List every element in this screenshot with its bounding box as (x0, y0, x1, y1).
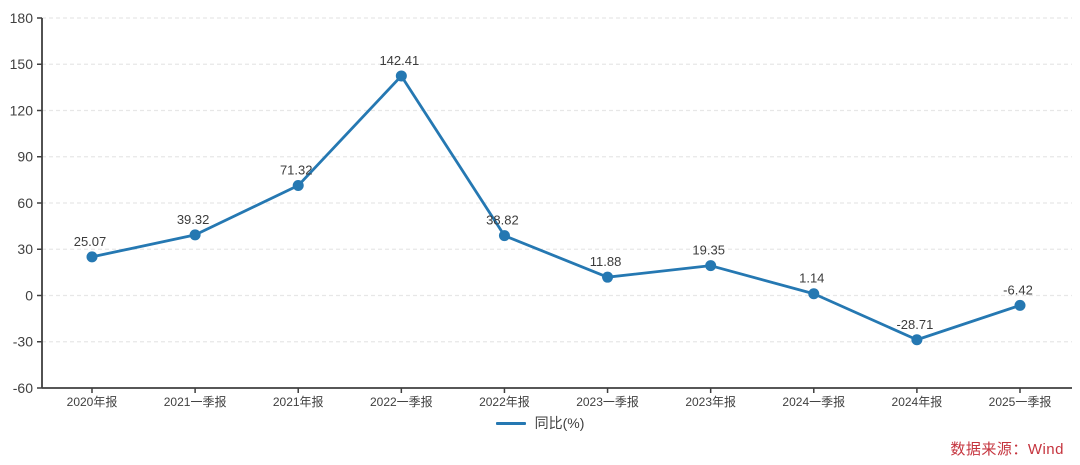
x-tick-label: 2023一季报 (576, 394, 639, 409)
y-tick-label: -30 (13, 334, 33, 350)
y-tick-label: 30 (17, 241, 33, 257)
x-tick-label: 2022一季报 (370, 394, 433, 409)
legend: 同比(%) (0, 413, 1080, 433)
data-point-label: -6.42 (1003, 282, 1033, 297)
y-tick-label: 180 (10, 10, 34, 26)
data-point-label: 38.82 (486, 213, 519, 228)
y-tick-label: 150 (10, 56, 34, 72)
x-tick-label: 2020年报 (67, 394, 118, 409)
data-point (189, 229, 201, 241)
x-tick-label: 2025一季报 (989, 394, 1052, 409)
y-tick-label: -60 (13, 380, 33, 396)
data-point-label: 71.32 (280, 163, 313, 178)
x-tick-label: 2024年报 (892, 394, 943, 409)
data-point (86, 251, 98, 263)
data-point-label: -28.71 (896, 317, 933, 332)
data-point (1014, 299, 1026, 311)
x-tick-label: 2021一季报 (164, 394, 227, 409)
data-point (911, 334, 923, 346)
legend-line-swatch (495, 421, 526, 425)
data-point-label: 142.41 (379, 53, 419, 68)
data-point-label: 19.35 (692, 243, 725, 258)
legend-label: 同比(%) (534, 415, 585, 431)
y-tick-label: 0 (25, 287, 33, 303)
x-tick-label: 2021年报 (273, 394, 324, 409)
x-tick-label: 2024一季报 (782, 394, 845, 409)
data-point (395, 70, 407, 82)
data-point (292, 180, 304, 192)
y-tick-label: 90 (17, 149, 33, 165)
x-tick-label: 2023年报 (685, 394, 736, 409)
line-chart: 180 150 120 90 60 30 0 -30 -60 2020年报 2021一季报 2021年… (10, 10, 1072, 409)
data-point-label: 1.14 (799, 271, 824, 286)
data-point (705, 260, 717, 272)
series-line (90, 74, 1022, 342)
data-point (498, 230, 510, 242)
data-point (602, 271, 614, 283)
y-tick-label: 120 (10, 102, 34, 118)
data-point (808, 288, 820, 300)
data-point-label: 11.88 (590, 254, 622, 269)
y-tick-label: 60 (17, 195, 33, 211)
x-tick-label: 2022年报 (479, 394, 530, 409)
data-source-note: 数据来源：Wind (950, 441, 1064, 458)
data-point-label: 39.32 (177, 212, 210, 227)
data-point-label: 25.07 (74, 234, 107, 249)
